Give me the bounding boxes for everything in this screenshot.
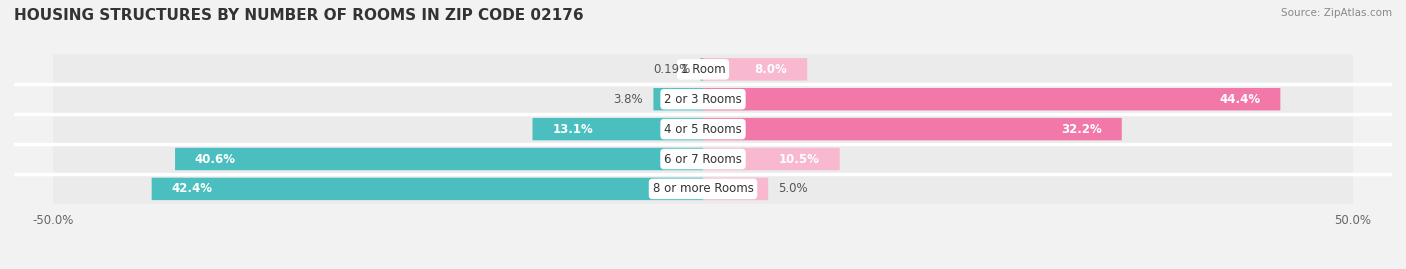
FancyBboxPatch shape	[703, 58, 807, 80]
Text: 0.19%: 0.19%	[652, 63, 690, 76]
FancyBboxPatch shape	[703, 88, 1281, 111]
FancyBboxPatch shape	[53, 114, 1353, 144]
Text: 10.5%: 10.5%	[779, 153, 820, 165]
FancyBboxPatch shape	[53, 174, 1353, 204]
FancyBboxPatch shape	[703, 178, 768, 200]
Text: 8 or more Rooms: 8 or more Rooms	[652, 182, 754, 195]
FancyBboxPatch shape	[533, 118, 703, 140]
FancyBboxPatch shape	[703, 118, 1122, 140]
FancyBboxPatch shape	[53, 144, 1353, 174]
Text: 3.8%: 3.8%	[613, 93, 643, 106]
FancyBboxPatch shape	[176, 148, 703, 170]
FancyBboxPatch shape	[654, 88, 703, 111]
FancyBboxPatch shape	[53, 54, 1353, 84]
FancyBboxPatch shape	[703, 148, 839, 170]
Text: Source: ZipAtlas.com: Source: ZipAtlas.com	[1281, 8, 1392, 18]
FancyBboxPatch shape	[152, 178, 703, 200]
Text: HOUSING STRUCTURES BY NUMBER OF ROOMS IN ZIP CODE 02176: HOUSING STRUCTURES BY NUMBER OF ROOMS IN…	[14, 8, 583, 23]
Text: 6 or 7 Rooms: 6 or 7 Rooms	[664, 153, 742, 165]
Text: 2 or 3 Rooms: 2 or 3 Rooms	[664, 93, 742, 106]
Text: 5.0%: 5.0%	[779, 182, 808, 195]
Text: 44.4%: 44.4%	[1219, 93, 1261, 106]
Text: 8.0%: 8.0%	[755, 63, 787, 76]
Text: 13.1%: 13.1%	[553, 123, 593, 136]
Text: 42.4%: 42.4%	[172, 182, 212, 195]
Text: 4 or 5 Rooms: 4 or 5 Rooms	[664, 123, 742, 136]
Text: 1 Room: 1 Room	[681, 63, 725, 76]
FancyBboxPatch shape	[700, 58, 703, 80]
Text: 32.2%: 32.2%	[1062, 123, 1102, 136]
Text: 40.6%: 40.6%	[195, 153, 236, 165]
Legend: Owner-occupied, Renter-occupied: Owner-occupied, Renter-occupied	[572, 266, 834, 269]
FancyBboxPatch shape	[53, 84, 1353, 114]
